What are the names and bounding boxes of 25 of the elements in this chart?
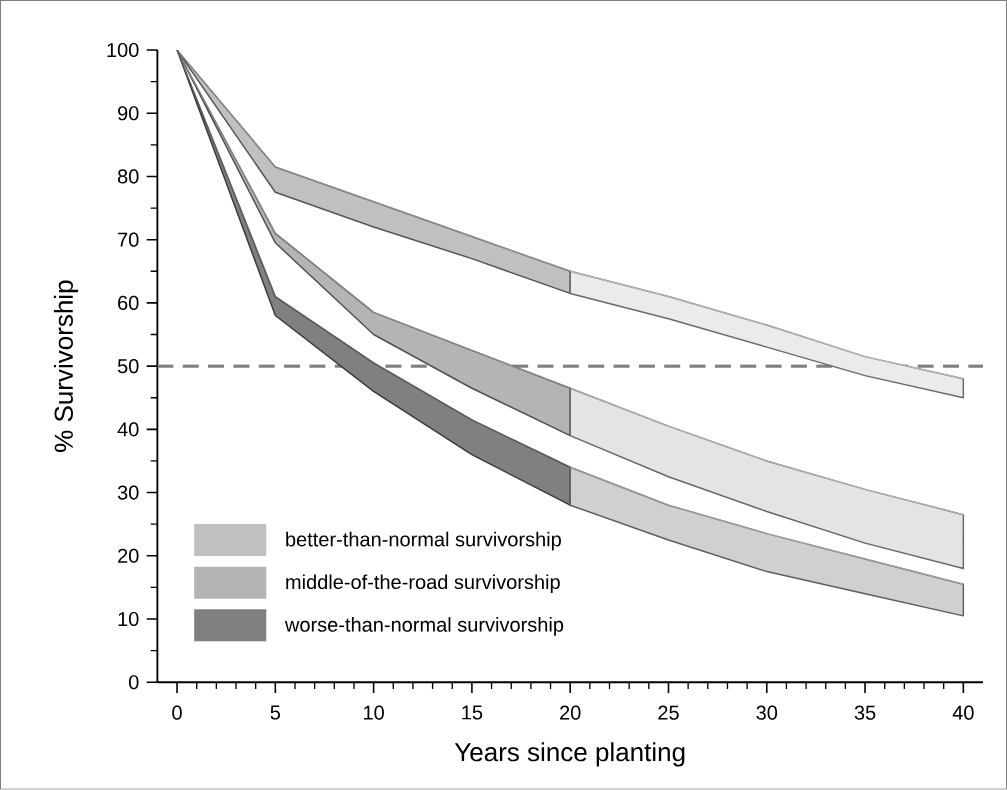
y-tick-label: 10 bbox=[118, 612, 139, 627]
legend-label: middle-of-the-road survivorship bbox=[286, 574, 560, 594]
x-tick-label: 15 bbox=[462, 705, 483, 720]
y-tick-label: 0 bbox=[128, 675, 139, 690]
y-tick-label: 60 bbox=[118, 296, 139, 311]
y-tick-label: 20 bbox=[118, 548, 139, 564]
x-tick-label: 40 bbox=[952, 705, 974, 720]
x-tick-label: 25 bbox=[658, 705, 679, 720]
legend-label: better-than-normal survivorship bbox=[286, 531, 561, 551]
y-tick-label: 80 bbox=[117, 169, 139, 184]
y-tick-label: 50 bbox=[117, 359, 139, 374]
x-tick-label: 20 bbox=[560, 705, 581, 720]
x-axis-title: Years since planting bbox=[454, 742, 685, 767]
x-tick-label: 10 bbox=[364, 705, 384, 720]
x-tick-label: 30 bbox=[756, 705, 778, 720]
y-tick-label: 30 bbox=[117, 485, 139, 500]
legend-label: worse-than-normal survivorship bbox=[284, 617, 564, 636]
x-tick-label: 35 bbox=[854, 705, 876, 720]
y-tick-label: 90 bbox=[118, 106, 139, 121]
y-tick-label: 100 bbox=[107, 43, 139, 58]
y-axis-title: % Survivorship bbox=[53, 280, 79, 453]
y-tick-label: 70 bbox=[118, 232, 139, 247]
y-tick-label: 40 bbox=[117, 422, 139, 437]
x-tick-label: 5 bbox=[270, 705, 281, 720]
x-tick-label: 0 bbox=[172, 705, 182, 720]
